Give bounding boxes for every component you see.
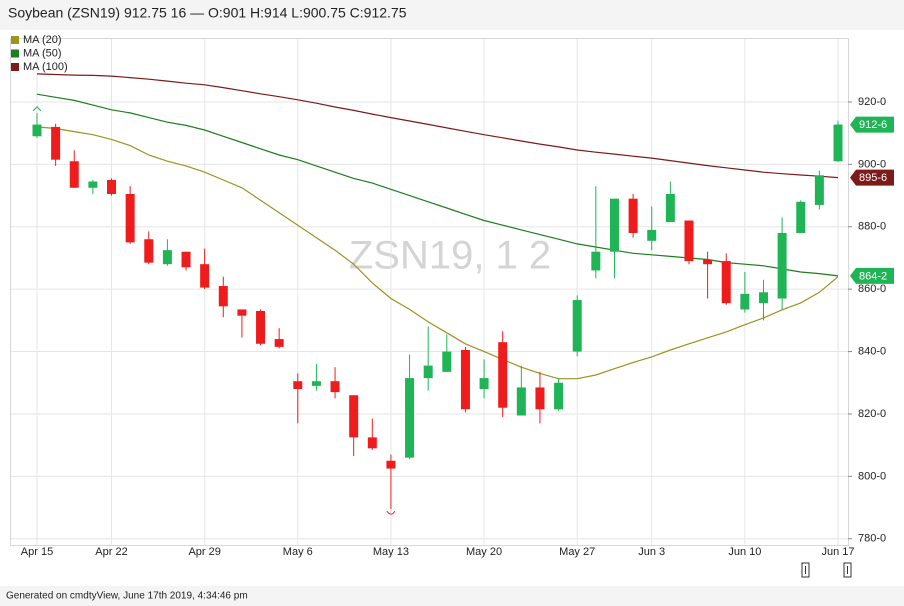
candle-body xyxy=(162,250,172,265)
candle-body xyxy=(200,264,210,288)
candle-body xyxy=(32,124,42,137)
candle-body xyxy=(833,124,843,162)
candle-body xyxy=(442,351,452,372)
candle-body xyxy=(777,233,787,299)
candle-body xyxy=(609,198,619,252)
candle-body xyxy=(256,311,266,344)
price-tag-label: 912-6 xyxy=(859,119,887,131)
candle-body xyxy=(498,342,508,408)
candle-body xyxy=(684,220,694,262)
title-bar xyxy=(0,0,904,30)
candle-body xyxy=(311,381,321,386)
candle-body xyxy=(460,350,470,410)
candle-body xyxy=(181,251,191,268)
footer-bar xyxy=(0,586,904,606)
y-tick-label: 900-0 xyxy=(858,158,886,170)
x-tick-label: Jun 17 xyxy=(821,546,854,558)
candle-body xyxy=(516,387,526,416)
candle-body xyxy=(554,382,564,410)
candle-body xyxy=(814,175,824,205)
price-tag-label: 895-6 xyxy=(859,172,887,184)
watermark: ZSN19, 1 2 xyxy=(349,234,551,278)
candle-body xyxy=(125,194,135,243)
candle-body xyxy=(647,229,657,241)
ma-line xyxy=(36,73,839,179)
candle-body xyxy=(274,339,284,347)
candle-body xyxy=(479,378,489,389)
x-tick-label: Jun 10 xyxy=(728,546,761,558)
candle-body xyxy=(69,161,79,188)
x-tick-label: Apr 15 xyxy=(21,546,53,558)
candle-body xyxy=(144,239,154,263)
legend-label: MA (100) xyxy=(23,61,68,73)
candle-body xyxy=(572,300,582,352)
y-tick-label: 860-0 xyxy=(858,283,886,295)
legend-label: MA (50) xyxy=(23,47,62,59)
ma-line xyxy=(36,93,839,277)
y-tick-label: 920-0 xyxy=(858,96,886,108)
price-tag-label: 864-2 xyxy=(859,270,887,282)
x-tick-label: Apr 29 xyxy=(188,546,220,558)
x-tick-label: May 6 xyxy=(283,546,313,558)
x-tick-label: Jun 3 xyxy=(638,546,665,558)
chart-title: Soybean (ZSN19) 912.75 16 — O:901 H:914 … xyxy=(8,5,407,21)
candle-body xyxy=(628,198,638,233)
candle-body xyxy=(796,201,806,233)
candle-body xyxy=(405,378,415,458)
price-tag xyxy=(850,267,894,284)
y-tick-label: 820-0 xyxy=(858,408,886,420)
legend-swatch xyxy=(11,36,19,44)
scroll-handles[interactable] xyxy=(801,562,852,578)
candle-body xyxy=(51,126,61,160)
y-tick-label: 780-0 xyxy=(858,533,886,545)
x-tick-label: May 27 xyxy=(559,546,595,558)
candle-body xyxy=(367,437,377,449)
candle-body xyxy=(293,381,303,389)
candle-body xyxy=(591,251,601,271)
candle-body xyxy=(237,309,247,316)
candle-body xyxy=(107,179,117,194)
legend-label: MA (20) xyxy=(23,34,62,46)
x-tick-label: May 20 xyxy=(466,546,502,558)
ma-line xyxy=(36,126,839,380)
y-tick-label: 840-0 xyxy=(858,345,886,357)
legend-swatch xyxy=(11,49,19,58)
candle-body xyxy=(423,365,433,379)
legend-swatch xyxy=(11,63,19,71)
candle-body xyxy=(740,293,750,310)
candle-body xyxy=(386,460,396,469)
y-tick-label: 880-0 xyxy=(858,221,886,233)
low-marker xyxy=(386,510,396,515)
y-tick-label: 800-0 xyxy=(858,470,886,482)
x-tick-label: May 13 xyxy=(373,546,409,558)
price-tag xyxy=(850,169,894,186)
x-tick-label: Apr 22 xyxy=(95,546,127,558)
candle-body xyxy=(703,259,713,265)
candle-body xyxy=(88,181,98,188)
plot-frame xyxy=(10,38,849,546)
candle-body xyxy=(665,194,675,223)
high-marker xyxy=(32,106,42,112)
candle-body xyxy=(349,395,359,438)
candle-body xyxy=(218,286,228,307)
candle-body xyxy=(721,261,731,304)
candle-body xyxy=(758,292,768,304)
candle-body xyxy=(535,387,545,410)
price-tag xyxy=(850,116,894,133)
caption: Generated on cmdtyView, June 17th 2019, … xyxy=(6,591,248,602)
candle-body xyxy=(330,381,340,393)
